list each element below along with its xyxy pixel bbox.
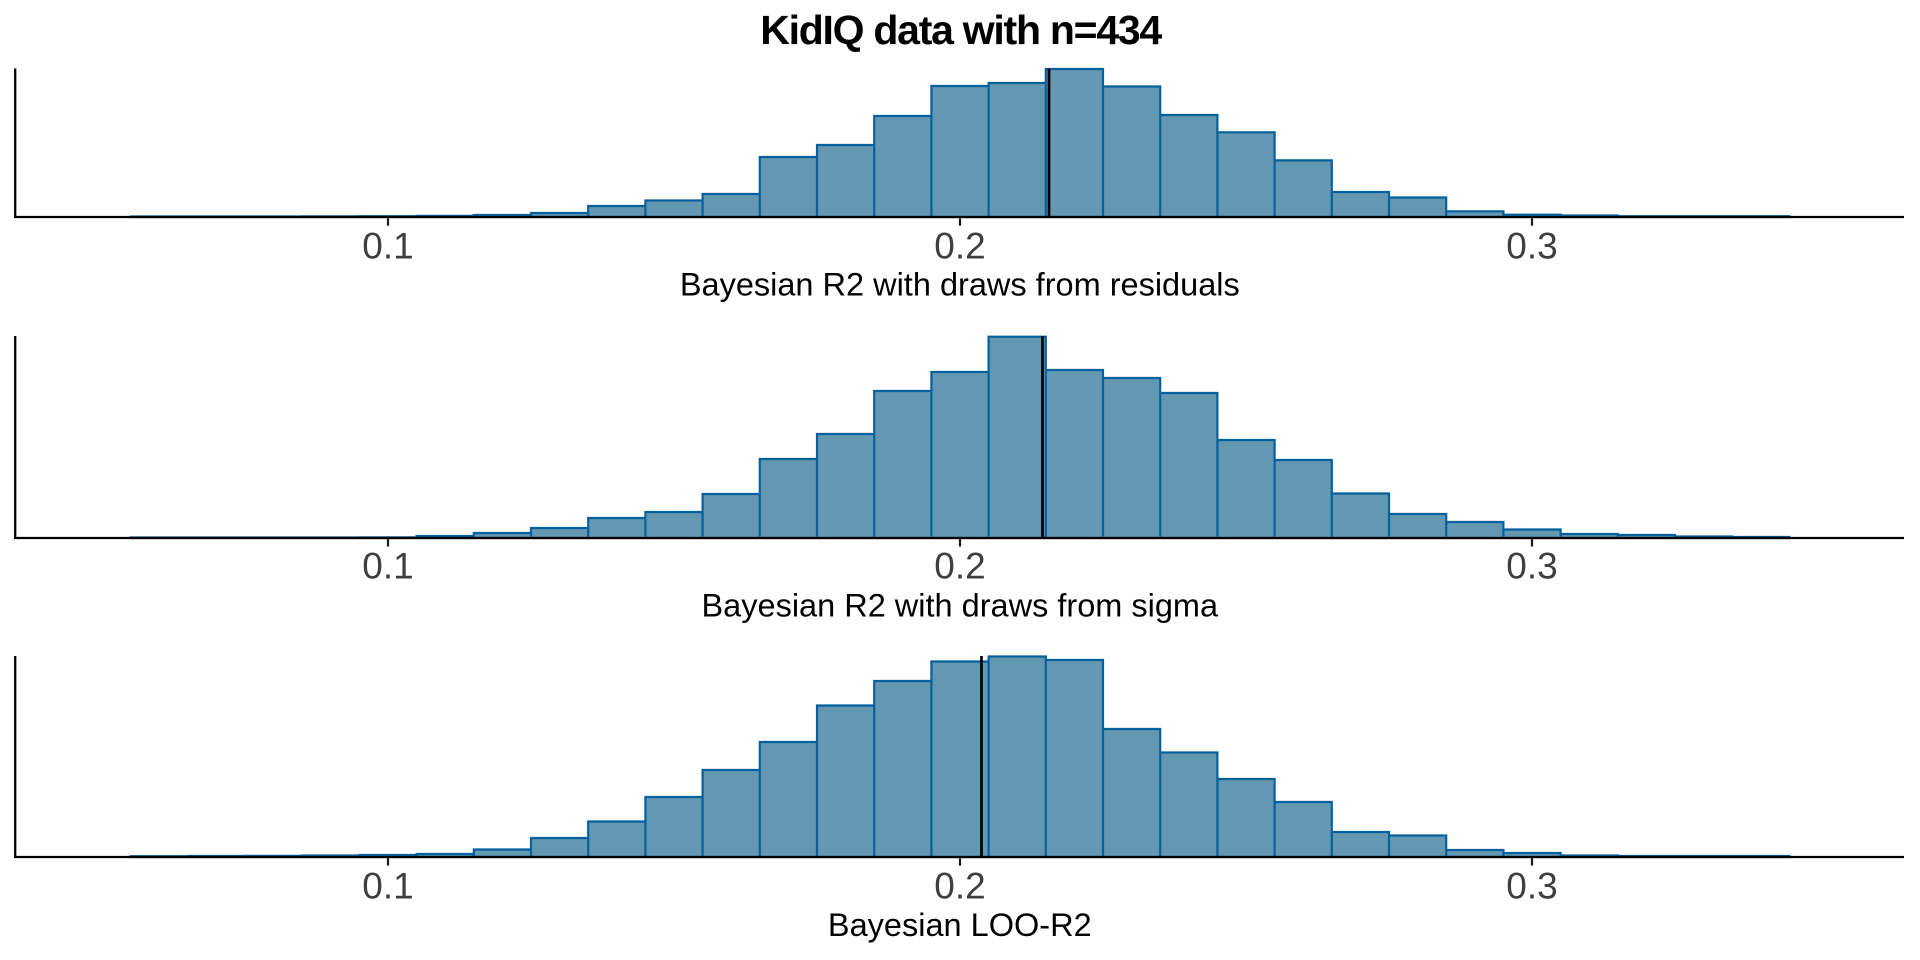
- svg-text:KidIQ data with n=434: KidIQ data with n=434: [760, 7, 1162, 53]
- svg-text:Bayesian R2 with draws from re: Bayesian R2 with draws from residuals: [680, 267, 1240, 303]
- svg-text:0.2: 0.2: [934, 226, 985, 267]
- svg-text:0.1: 0.1: [362, 546, 413, 587]
- svg-text:Bayesian R2 with draws from si: Bayesian R2 with draws from sigma: [702, 588, 1219, 624]
- svg-text:0.3: 0.3: [1506, 546, 1557, 587]
- svg-text:Bayesian LOO-R2: Bayesian LOO-R2: [828, 907, 1092, 943]
- svg-text:0.3: 0.3: [1506, 226, 1557, 267]
- svg-text:0.1: 0.1: [362, 866, 413, 907]
- svg-text:0.2: 0.2: [934, 866, 985, 907]
- svg-text:0.3: 0.3: [1506, 866, 1557, 907]
- svg-text:0.1: 0.1: [362, 226, 413, 267]
- svg-text:0.2: 0.2: [934, 546, 985, 587]
